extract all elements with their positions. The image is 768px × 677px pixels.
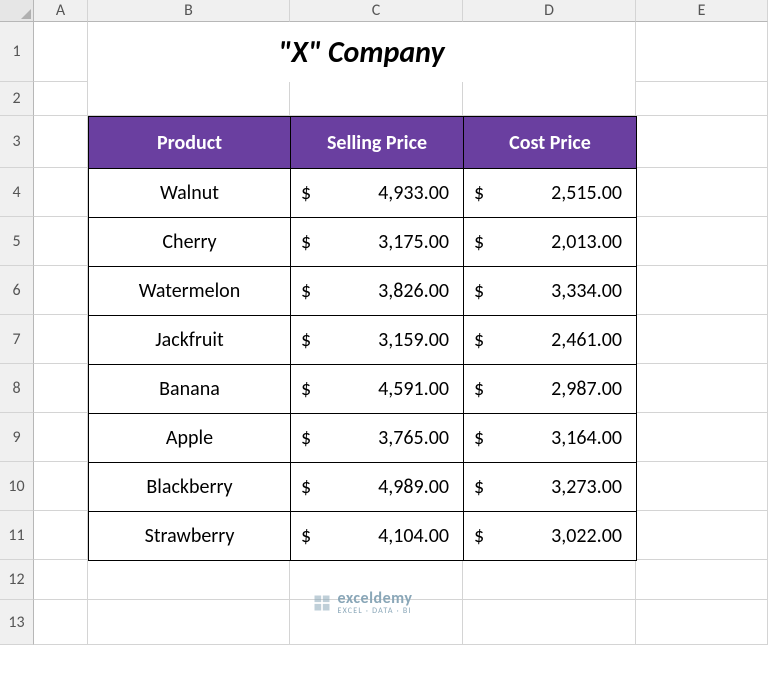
cell[interactable] xyxy=(636,217,768,266)
cell[interactable] xyxy=(636,22,768,82)
cell[interactable] xyxy=(636,600,768,645)
cell-cost-price[interactable]: $2,461.00 xyxy=(464,316,637,365)
watermark-sub: EXCEL · DATA · BI xyxy=(338,607,413,615)
cell[interactable] xyxy=(290,82,463,116)
watermark: exceldemy EXCEL · DATA · BI xyxy=(88,560,636,645)
row-header-5[interactable]: 5 xyxy=(0,217,34,266)
cell-product[interactable]: Apple xyxy=(89,414,291,463)
cell-product[interactable]: Jackfruit xyxy=(89,316,291,365)
col-header-C[interactable]: C xyxy=(290,0,463,22)
cell[interactable] xyxy=(34,22,88,82)
cell-cost-price[interactable]: $2,515.00 xyxy=(464,169,637,218)
row-header-11[interactable]: 11 xyxy=(0,511,34,560)
cell[interactable] xyxy=(34,168,88,217)
col-cost-price[interactable]: Cost Price xyxy=(464,117,637,169)
table-row: Strawberry$4,104.00$3,022.00 xyxy=(89,512,637,561)
row-header-4[interactable]: 4 xyxy=(0,168,34,217)
data-table: Product Selling Price Cost Price Walnut$… xyxy=(88,116,636,560)
col-header-D[interactable]: D xyxy=(463,0,636,22)
page-title[interactable]: "X" Company xyxy=(88,22,636,82)
col-product[interactable]: Product xyxy=(89,117,291,169)
col-header-B[interactable]: B xyxy=(88,0,290,22)
cell[interactable] xyxy=(34,266,88,315)
cell[interactable] xyxy=(34,315,88,364)
cell[interactable] xyxy=(34,217,88,266)
cell[interactable] xyxy=(636,266,768,315)
cell[interactable] xyxy=(636,560,768,600)
watermark-main: exceldemy xyxy=(338,591,413,607)
cell[interactable] xyxy=(463,82,636,116)
table-row: Walnut$4,933.00$2,515.00 xyxy=(89,169,637,218)
col-header-E[interactable]: E xyxy=(636,0,768,22)
cell[interactable] xyxy=(34,600,88,645)
table-header-row: Product Selling Price Cost Price xyxy=(89,117,637,169)
row-header-12[interactable]: 12 xyxy=(0,560,34,600)
col-header-A[interactable]: A xyxy=(34,0,88,22)
cell-selling-price[interactable]: $4,989.00 xyxy=(291,463,464,512)
cell-selling-price[interactable]: $4,591.00 xyxy=(291,365,464,414)
table-row: Cherry$3,175.00$2,013.00 xyxy=(89,218,637,267)
cell[interactable] xyxy=(636,315,768,364)
cell[interactable] xyxy=(636,364,768,413)
table-row: Apple$3,765.00$3,164.00 xyxy=(89,414,637,463)
row-header-9[interactable]: 9 xyxy=(0,413,34,462)
cell-product[interactable]: Walnut xyxy=(89,169,291,218)
cell[interactable] xyxy=(636,511,768,560)
cell[interactable] xyxy=(34,364,88,413)
exceldemy-logo-icon xyxy=(312,593,332,613)
cell-cost-price[interactable]: $3,164.00 xyxy=(464,414,637,463)
cell-cost-price[interactable]: $3,022.00 xyxy=(464,512,637,561)
cell[interactable] xyxy=(636,462,768,511)
cell-selling-price[interactable]: $4,104.00 xyxy=(291,512,464,561)
cell[interactable] xyxy=(34,116,88,168)
col-selling-price[interactable]: Selling Price xyxy=(291,117,464,169)
cell[interactable] xyxy=(88,82,290,116)
row-header-1[interactable]: 1 xyxy=(0,22,34,82)
row-header-3[interactable]: 3 xyxy=(0,116,34,168)
row-header-6[interactable]: 6 xyxy=(0,266,34,315)
cell-selling-price[interactable]: $3,159.00 xyxy=(291,316,464,365)
cell-cost-price[interactable]: $3,334.00 xyxy=(464,267,637,316)
cell[interactable] xyxy=(34,413,88,462)
cell-product[interactable]: Banana xyxy=(89,365,291,414)
cell-product[interactable]: Blackberry xyxy=(89,463,291,512)
row-header-10[interactable]: 10 xyxy=(0,462,34,511)
cell[interactable] xyxy=(34,462,88,511)
cell-product[interactable]: Strawberry xyxy=(89,512,291,561)
row-header-7[interactable]: 7 xyxy=(0,315,34,364)
cell[interactable] xyxy=(636,168,768,217)
table-row: Jackfruit$3,159.00$2,461.00 xyxy=(89,316,637,365)
spreadsheet-grid: A B C D E 1 2 3 4 5 6 7 8 9 10 11 12 13 … xyxy=(0,0,768,677)
cell[interactable] xyxy=(34,82,88,116)
cell[interactable] xyxy=(636,413,768,462)
cell-selling-price[interactable]: $3,175.00 xyxy=(291,218,464,267)
select-all-corner[interactable] xyxy=(0,0,34,22)
table-row: Banana$4,591.00$2,987.00 xyxy=(89,365,637,414)
cell-selling-price[interactable]: $4,933.00 xyxy=(291,169,464,218)
cell[interactable] xyxy=(636,82,768,116)
cell-selling-price[interactable]: $3,765.00 xyxy=(291,414,464,463)
row-header-8[interactable]: 8 xyxy=(0,364,34,413)
cell-cost-price[interactable]: $3,273.00 xyxy=(464,463,637,512)
cell-cost-price[interactable]: $2,987.00 xyxy=(464,365,637,414)
cell-selling-price[interactable]: $3,826.00 xyxy=(291,267,464,316)
cell[interactable] xyxy=(636,116,768,168)
cell[interactable] xyxy=(34,511,88,560)
cell[interactable] xyxy=(34,560,88,600)
cell-cost-price[interactable]: $2,013.00 xyxy=(464,218,637,267)
row-header-2[interactable]: 2 xyxy=(0,82,34,116)
table-row: Blackberry$4,989.00$3,273.00 xyxy=(89,463,637,512)
table-row: Watermelon$3,826.00$3,334.00 xyxy=(89,267,637,316)
row-header-13[interactable]: 13 xyxy=(0,600,34,645)
cell-product[interactable]: Cherry xyxy=(89,218,291,267)
cell-product[interactable]: Watermelon xyxy=(89,267,291,316)
